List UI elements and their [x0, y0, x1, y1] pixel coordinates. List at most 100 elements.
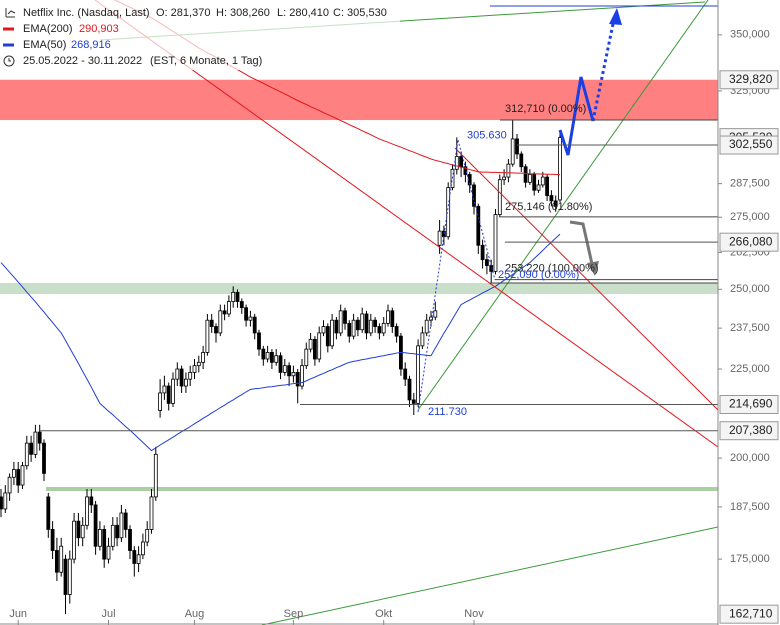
- candle-body: [248, 316, 253, 321]
- candle-body: [24, 442, 29, 467]
- x-tick-label: Nov: [464, 608, 484, 620]
- trend-line: [454, 147, 718, 411]
- candle-body: [235, 291, 240, 302]
- candle-body: [274, 355, 279, 363]
- trend-line: [94, 0, 718, 448]
- candle-body: [98, 529, 102, 547]
- y-tick-label: 287,500: [730, 178, 770, 190]
- annotation: 305.630: [467, 129, 507, 141]
- candle-body: [463, 166, 468, 175]
- candle-body: [50, 529, 55, 551]
- support-band: [0, 283, 718, 294]
- period: 25.05.2022 - 30.11.2022: [23, 55, 142, 67]
- candle-body: [158, 392, 163, 411]
- candle-body: [278, 355, 283, 373]
- candle-body: [183, 378, 188, 387]
- candle-body: [188, 371, 193, 380]
- candle-body: [218, 310, 223, 334]
- period-note: (EST, 6 Monate, 1 Tag): [150, 55, 262, 67]
- candle-body: [510, 138, 515, 165]
- candle-body: [16, 469, 21, 486]
- candle-body: [72, 520, 76, 560]
- alt-path: [569, 220, 594, 265]
- candle-body: [192, 365, 197, 373]
- candle-body: [102, 529, 107, 560]
- trend-line: [417, 0, 709, 411]
- candle-body: [536, 184, 541, 191]
- candle-body: [416, 345, 421, 404]
- annotation: 253,220 (100.00%): [505, 263, 599, 275]
- arrow-head: [587, 261, 599, 276]
- candle-body: [394, 326, 399, 337]
- legend-label: EMA(50): [23, 39, 66, 51]
- y-tick-label: 350,000: [730, 29, 770, 41]
- forecast-path: [558, 76, 595, 156]
- candle-body: [312, 338, 317, 360]
- candle-body: [145, 529, 150, 543]
- candle-body: [300, 365, 304, 387]
- candle-body: [493, 214, 498, 272]
- background-layer: [0, 79, 718, 491]
- candle-body: [304, 348, 309, 367]
- candle-body: [201, 352, 206, 363]
- y-tick-label: 250,000: [730, 283, 770, 295]
- level-label: 162,710: [729, 606, 773, 620]
- annotation: 312,710 (0.00%): [505, 103, 586, 115]
- legend-value: 268,916: [71, 39, 111, 51]
- level-label: 329,820: [729, 72, 773, 86]
- candle-body: [226, 301, 231, 315]
- candle-body: [46, 496, 51, 530]
- x-tick-label: Jun: [9, 608, 27, 620]
- candle-body: [89, 496, 94, 506]
- candle-body: [476, 205, 481, 246]
- x-tick-label: Aug: [185, 608, 205, 620]
- x-tick-label: Jul: [101, 608, 115, 620]
- candle-body: [149, 496, 154, 530]
- level-box: [719, 421, 779, 441]
- candle-body: [244, 307, 249, 321]
- candle-body: [93, 504, 98, 547]
- level-box: [719, 135, 779, 155]
- candle-body: [558, 137, 562, 201]
- candle-body: [162, 385, 167, 394]
- candle-body: [437, 230, 442, 246]
- candle-body: [420, 332, 425, 347]
- candle-body: [519, 153, 524, 168]
- candle-body: [261, 348, 266, 360]
- candle-body: [7, 476, 12, 494]
- candle-body: [364, 313, 369, 334]
- candle-body: [446, 187, 451, 238]
- candle-body: [269, 352, 274, 363]
- candle-body: [282, 365, 287, 373]
- axis-layer: 350,000325,000287,500275,000262,500250,0…: [9, 29, 779, 625]
- level-box: [719, 604, 779, 624]
- candle-body: [390, 310, 395, 327]
- candle-body: [403, 368, 408, 380]
- candle-body: [59, 545, 64, 573]
- ema-line: [113, 0, 561, 176]
- level-label: 302,550: [729, 137, 773, 151]
- candle-body: [231, 291, 236, 302]
- candle-body: [128, 529, 132, 551]
- candle-body: [515, 138, 519, 155]
- candle-body: [0, 496, 3, 510]
- candle-body: [175, 368, 180, 380]
- candle-body: [287, 365, 292, 377]
- level-label: 207,380: [729, 423, 773, 437]
- y-tick-label: 187,500: [730, 501, 770, 513]
- candle-body: [360, 313, 365, 331]
- candle-body: [110, 524, 115, 547]
- candle-body: [343, 310, 347, 324]
- x-tick-label: Okt: [375, 608, 392, 620]
- drawing-layer: 305.630 211.730 312,710 (0.00%) 275,146 (61…: [40, 0, 718, 625]
- level-label: 214,690: [729, 397, 773, 411]
- candle-body: [55, 550, 59, 573]
- level-box: [719, 395, 779, 415]
- x-tick-label: Sep: [284, 608, 304, 620]
- resistance-band: [0, 79, 718, 121]
- candle-body: [377, 326, 382, 334]
- candle-body: [196, 361, 201, 367]
- annotation: 211.730: [428, 406, 467, 418]
- level-box: [719, 70, 779, 90]
- candle-body: [80, 524, 85, 539]
